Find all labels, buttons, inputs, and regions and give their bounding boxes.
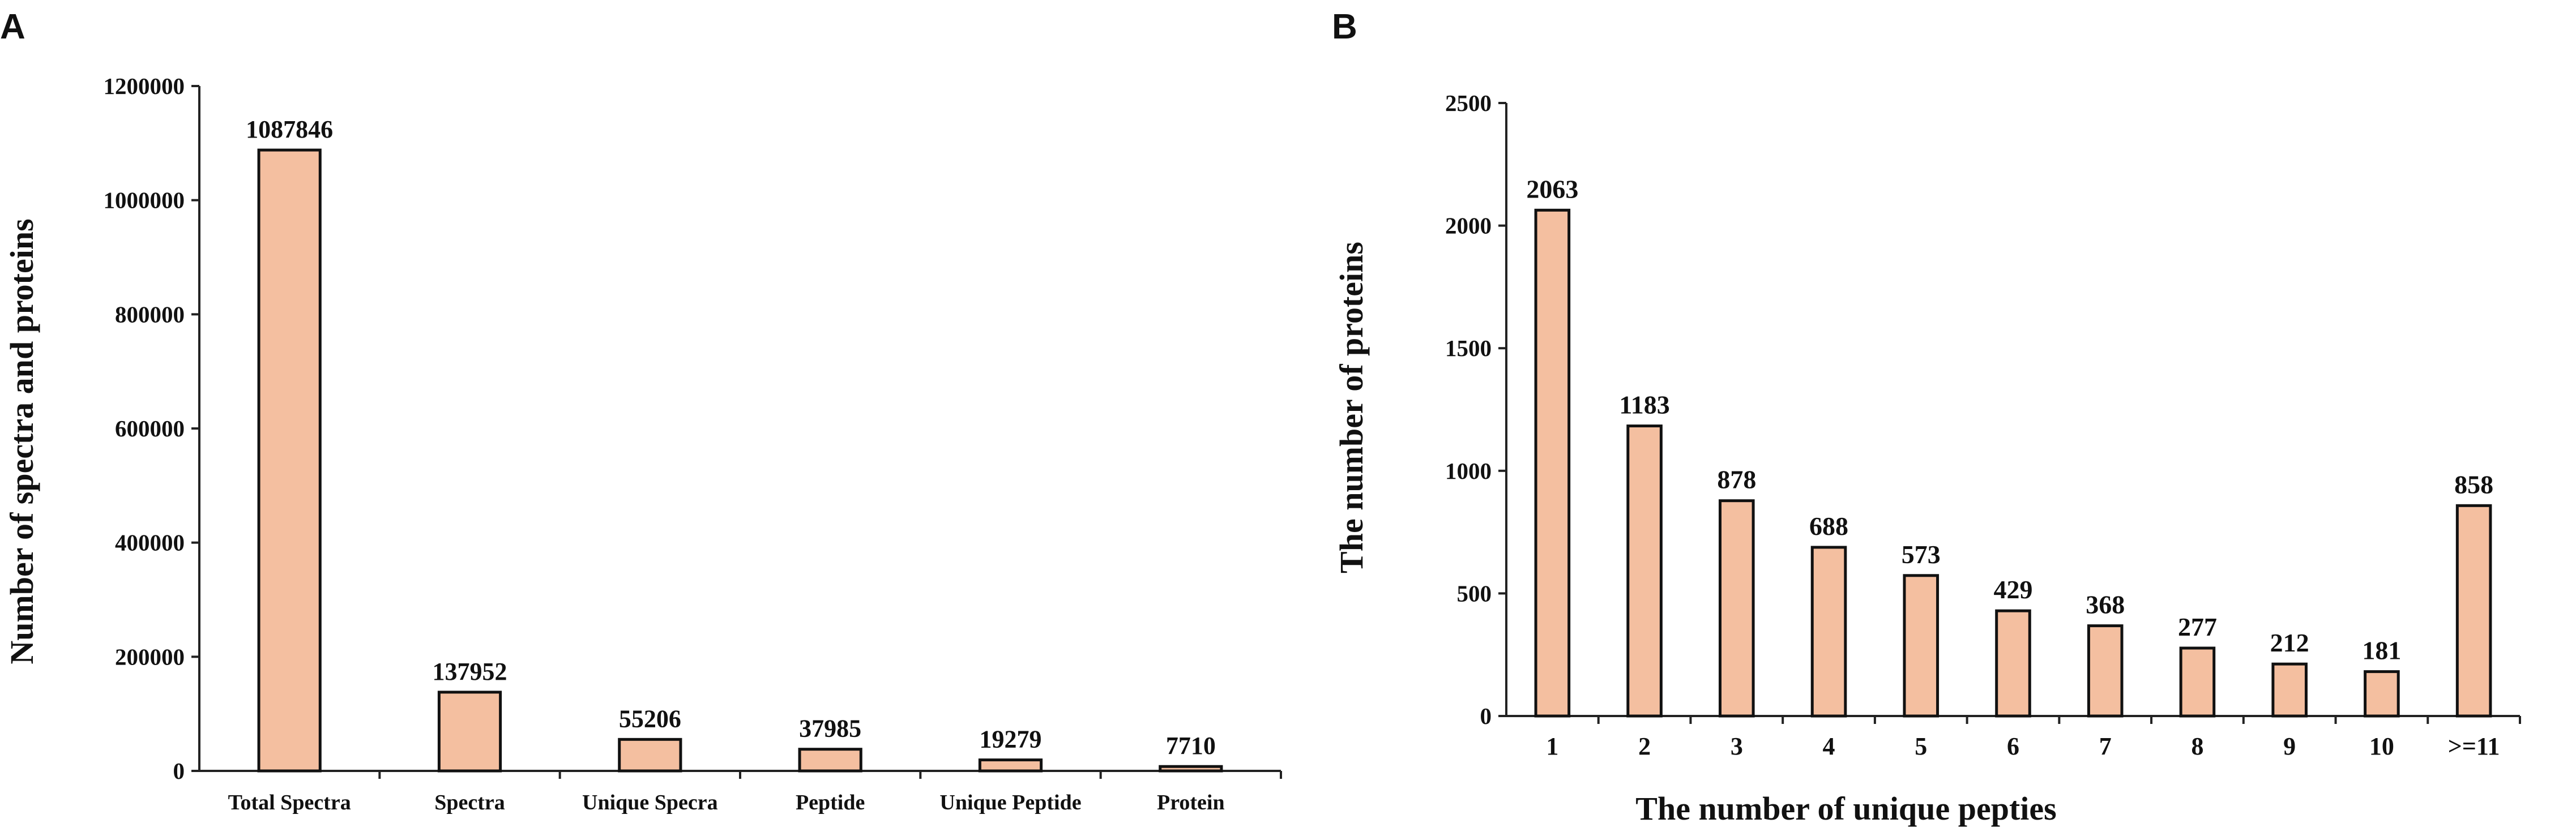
bar xyxy=(2364,670,2400,718)
bar xyxy=(1995,609,2031,718)
bar xyxy=(257,148,322,773)
y-tick-label: 800000 xyxy=(115,301,185,327)
bar xyxy=(1534,208,1571,718)
panel-b-bars xyxy=(1534,208,2492,718)
bar xyxy=(978,758,1043,773)
x-tick-label: 10 xyxy=(2369,732,2394,760)
panel-b-x-axis-title: The number of unique pepties xyxy=(1635,790,2056,827)
x-tick-label: 6 xyxy=(2007,732,2019,760)
x-tick-label: 1 xyxy=(1546,732,1558,760)
x-tick-label: Unique Specra xyxy=(582,791,718,814)
y-tick-label: 600000 xyxy=(115,415,185,441)
x-tick-label: 8 xyxy=(2191,732,2203,760)
x-tick-label: Protein xyxy=(1157,791,1225,814)
data-label: 181 xyxy=(2362,636,2401,665)
bar xyxy=(798,748,862,773)
bar xyxy=(1903,574,1940,718)
panel-a-y-axis: 0 200000 400000 600000 800000 1000000 1200000 xyxy=(104,73,200,784)
bar xyxy=(1719,499,1755,718)
data-label: 19279 xyxy=(980,726,1042,753)
y-tick-label: 400000 xyxy=(115,530,185,556)
data-label: 368 xyxy=(2086,590,2125,619)
bar xyxy=(618,738,682,773)
y-tick-label: 1000 xyxy=(1445,458,1492,484)
x-tick-label: 4 xyxy=(1823,732,1835,760)
panel-b-chart: B The number of proteins The number of u… xyxy=(1332,7,2521,827)
x-tick-label: >=11 xyxy=(2448,732,2500,760)
y-tick-label: 200000 xyxy=(115,644,185,670)
y-tick-label: 2500 xyxy=(1445,90,1492,116)
data-label: 1183 xyxy=(1619,391,1669,419)
bar xyxy=(1626,425,1663,718)
data-label: 55206 xyxy=(619,705,681,732)
x-tick-label: 5 xyxy=(1915,732,1927,760)
data-label: 277 xyxy=(2178,612,2217,641)
y-tick-label: 1200000 xyxy=(104,73,185,99)
bar xyxy=(1810,546,1847,718)
x-tick-label: 2 xyxy=(1638,732,1651,760)
data-label: 858 xyxy=(2454,470,2493,499)
panel-a-bars xyxy=(257,148,1223,773)
x-tick-label: Spectra xyxy=(434,791,505,814)
y-tick-label: 0 xyxy=(173,758,185,784)
data-label: 137952 xyxy=(433,658,507,685)
data-label: 212 xyxy=(2270,628,2309,657)
x-tick-label: Total Spectra xyxy=(228,791,351,814)
panel-a-y-axis-title: Number of spectra and proteins xyxy=(3,218,40,664)
panel-a-data-labels: 1087846 137952 55206 37985 19279 7710 xyxy=(246,115,1216,760)
data-label: 2063 xyxy=(1526,174,1578,203)
y-tick-label: 1500 xyxy=(1445,335,1492,361)
data-label: 688 xyxy=(1809,512,1848,541)
bar xyxy=(1159,765,1223,773)
x-tick-label: 9 xyxy=(2283,732,2296,760)
panel-b-data-labels: 2063 1183 878 688 573 429 368 277 212 181 858 xyxy=(1526,174,2493,664)
data-label: 878 xyxy=(1717,465,1756,494)
x-tick-label: 3 xyxy=(1731,732,1743,760)
x-tick-label: 7 xyxy=(2099,732,2112,760)
bar xyxy=(2455,504,2492,718)
x-tick-label: Unique Peptide xyxy=(939,791,1081,814)
panel-b-letter: B xyxy=(1332,7,1357,46)
panel-a-letter: A xyxy=(0,7,25,46)
data-label: 1087846 xyxy=(246,115,333,143)
y-tick-label: 2000 xyxy=(1445,213,1492,239)
data-label: 37985 xyxy=(799,715,861,743)
data-label: 573 xyxy=(1902,540,1941,569)
panel-a-chart: A Number of spectra and proteins 0 200000… xyxy=(0,7,1282,814)
y-tick-label: 1000000 xyxy=(104,187,185,213)
panel-b-y-axis: 0 500 1000 1500 2000 2500 xyxy=(1445,90,1507,729)
panel-b-y-axis-title: The number of proteins xyxy=(1333,242,1370,573)
bar xyxy=(2087,624,2124,718)
bar xyxy=(437,691,502,773)
data-label: 429 xyxy=(1994,575,2033,604)
y-tick-label: 500 xyxy=(1457,580,1492,606)
bar xyxy=(2179,646,2216,718)
panel-b-x-axis: 1 2 3 4 5 6 7 8 9 10 >=11 xyxy=(1506,715,2521,760)
data-label: 7710 xyxy=(1166,732,1216,760)
panel-a-x-axis: Total Spectra Spectra Unique Specra Peptide… xyxy=(199,770,1282,814)
y-tick-label: 0 xyxy=(1480,703,1492,729)
bar xyxy=(2271,662,2308,718)
x-tick-label: Peptide xyxy=(796,791,865,814)
